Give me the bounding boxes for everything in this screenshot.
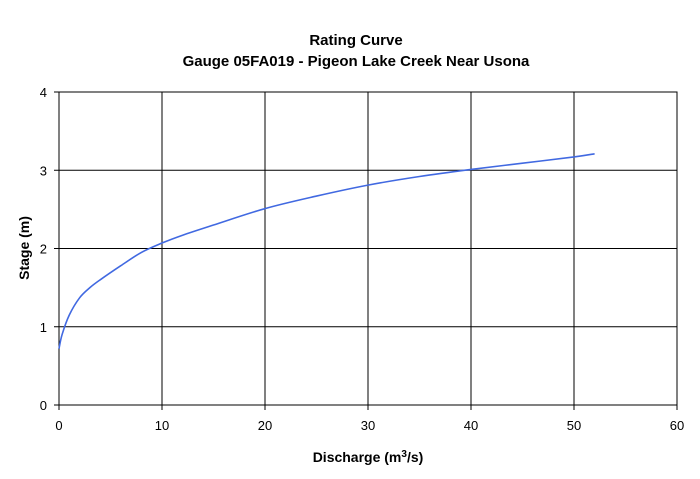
x-tick-label: 40 [464,418,478,433]
y-tick-label: 4 [40,85,47,100]
y-axis-ticks: 0 1 2 3 4 [40,85,59,413]
y-tick-label: 0 [40,398,47,413]
y-tick-label: 2 [40,242,47,257]
x-axis-label: Discharge (m3/s) [313,449,424,465]
y-tick-label: 3 [40,163,47,178]
x-tick-label: 10 [155,418,169,433]
grid-lines [59,92,677,405]
chart-title: Rating Curve [309,32,402,49]
rating-curve-line [58,153,595,349]
y-axis-label: Stage (m) [16,216,32,280]
y-tick-label: 1 [40,320,47,335]
x-axis-ticks: 0 10 20 30 40 50 60 [55,405,684,433]
chart-subtitle: Gauge 05FA019 - Pigeon Lake Creek Near U… [183,53,530,70]
x-tick-label: 50 [567,418,581,433]
x-tick-label: 0 [55,418,62,433]
x-tick-label: 30 [361,418,375,433]
x-tick-label: 60 [670,418,684,433]
x-tick-label: 20 [258,418,272,433]
